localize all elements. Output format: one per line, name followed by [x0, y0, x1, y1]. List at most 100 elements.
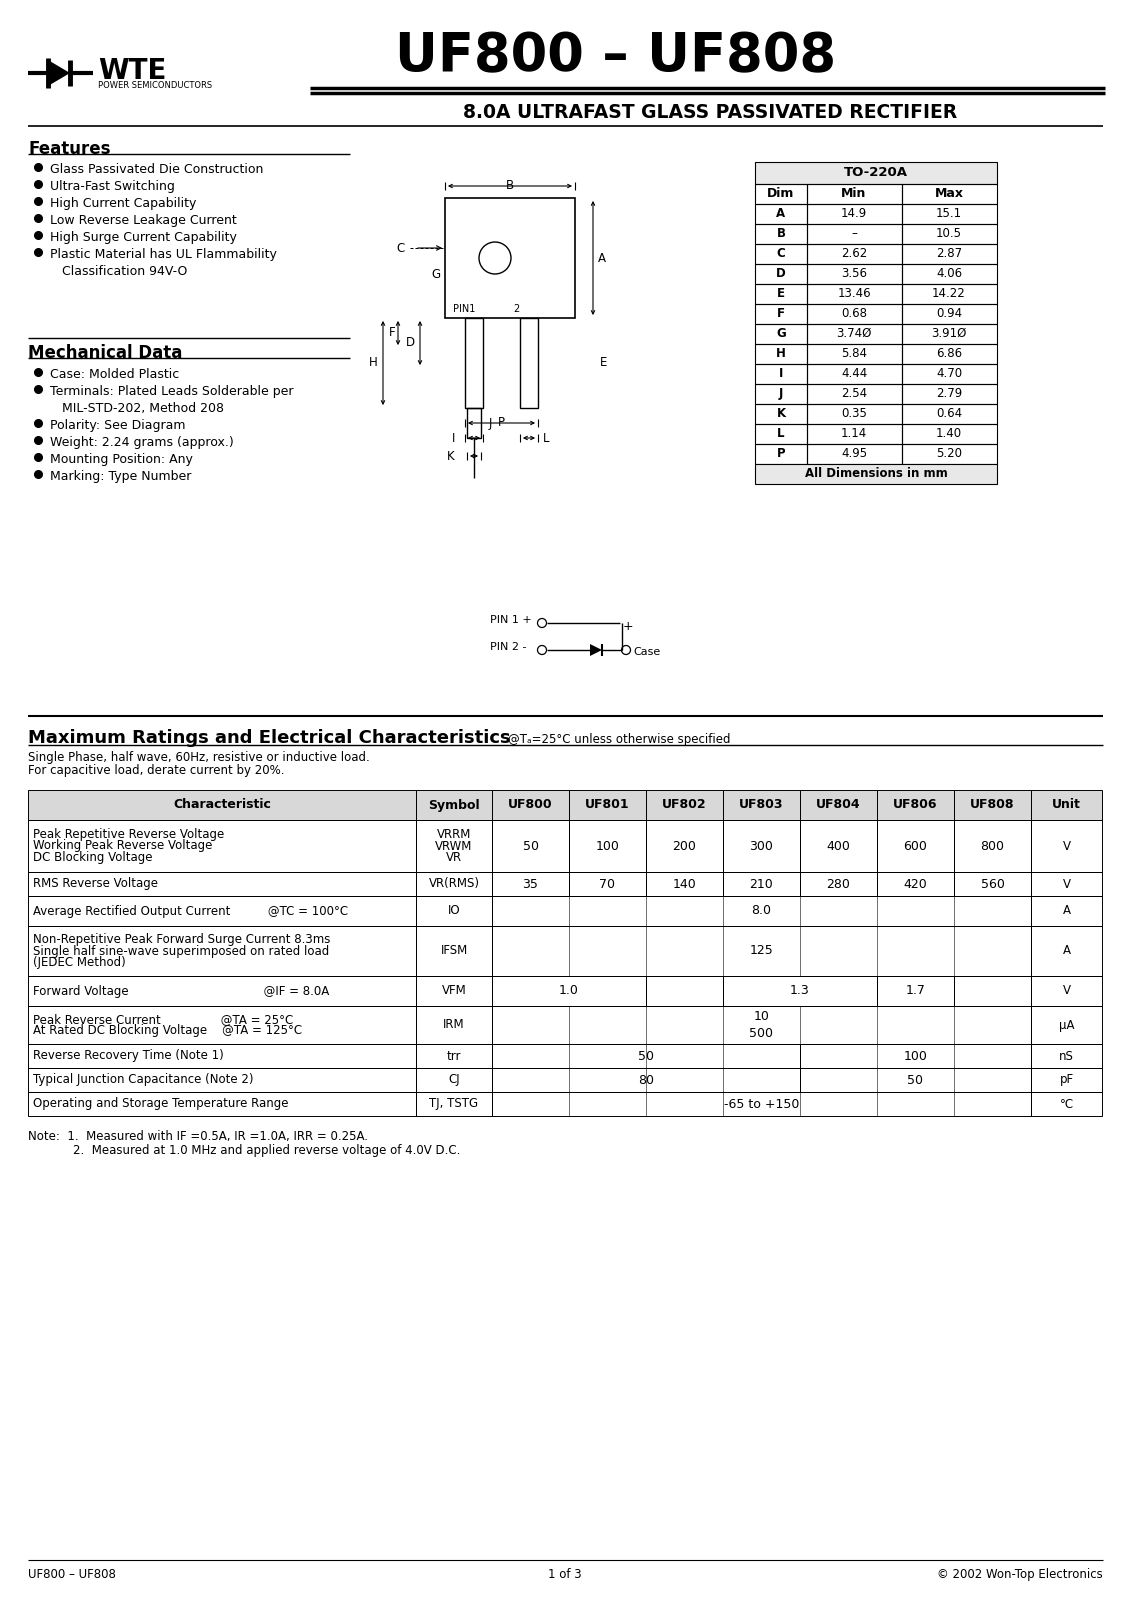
Text: 13.46: 13.46 — [837, 286, 871, 301]
Bar — [808, 323, 903, 344]
Text: Typical Junction Capacitance (Note 2): Typical Junction Capacitance (Note 2) — [33, 1074, 253, 1086]
Text: 50: 50 — [638, 1050, 654, 1062]
Text: V: V — [1062, 840, 1071, 853]
Text: Average Rectified Output Current          @TC = 100°C: Average Rectified Output Current @TC = 1… — [33, 904, 348, 917]
Text: B: B — [506, 179, 515, 192]
Text: 500: 500 — [750, 1027, 774, 1040]
Text: F: F — [388, 326, 395, 339]
Bar — [492, 790, 569, 819]
Text: 1.40: 1.40 — [936, 427, 962, 440]
Bar — [416, 896, 492, 926]
Bar — [903, 403, 998, 424]
Text: Non-Repetitive Peak Forward Surge Current 8.3ms: Non-Repetitive Peak Forward Surge Curren… — [33, 933, 330, 946]
Text: Single Phase, half wave, 60Hz, resistive or inductive load.: Single Phase, half wave, 60Hz, resistive… — [28, 750, 370, 765]
Text: 35: 35 — [523, 877, 538, 891]
Bar — [877, 872, 955, 896]
Text: UF806: UF806 — [893, 798, 938, 811]
Text: J: J — [489, 416, 492, 429]
Bar — [808, 365, 903, 384]
Text: Unit: Unit — [1052, 798, 1081, 811]
Text: H: H — [369, 357, 378, 370]
Text: 125: 125 — [750, 944, 774, 957]
Text: G: G — [776, 326, 786, 341]
Text: L: L — [543, 432, 550, 445]
Bar — [416, 790, 492, 819]
Bar — [756, 285, 808, 304]
Bar — [903, 344, 998, 365]
Bar — [756, 323, 808, 344]
Text: Characteristic: Characteristic — [173, 798, 271, 811]
Text: CJ: CJ — [448, 1074, 460, 1086]
Text: C: C — [397, 243, 405, 256]
Bar — [903, 424, 998, 443]
Text: V: V — [1062, 877, 1071, 891]
Bar — [1031, 1043, 1102, 1069]
Bar — [756, 365, 808, 384]
Text: Case: Molded Plastic: Case: Molded Plastic — [50, 368, 179, 381]
Text: UF800 – UF808: UF800 – UF808 — [395, 30, 836, 82]
Bar — [444, 198, 575, 318]
Text: IRM: IRM — [443, 1019, 465, 1032]
Bar — [416, 1043, 492, 1069]
Text: 600: 600 — [904, 840, 927, 853]
Text: Polarity: See Diagram: Polarity: See Diagram — [50, 419, 185, 432]
Bar — [723, 790, 800, 819]
Text: IO: IO — [448, 904, 460, 917]
Text: Mechanical Data: Mechanical Data — [28, 344, 182, 362]
Bar — [903, 443, 998, 464]
Text: D: D — [776, 267, 786, 280]
Bar — [1031, 1006, 1102, 1043]
Bar — [808, 243, 903, 264]
Bar — [808, 184, 903, 203]
Text: A: A — [1062, 904, 1071, 917]
Bar — [646, 819, 723, 872]
Text: 50: 50 — [907, 1074, 924, 1086]
Text: nS: nS — [1059, 1050, 1074, 1062]
Text: High Surge Current Capability: High Surge Current Capability — [50, 230, 236, 243]
Text: 10: 10 — [753, 1010, 769, 1022]
Bar — [492, 819, 569, 872]
Text: +: + — [623, 619, 633, 634]
Text: K: K — [777, 406, 786, 419]
Text: pF: pF — [1060, 1074, 1073, 1086]
Bar — [756, 162, 998, 184]
Text: Symbol: Symbol — [429, 798, 480, 811]
Bar — [756, 304, 808, 323]
Bar — [955, 976, 1031, 1006]
Text: 4.44: 4.44 — [840, 366, 867, 379]
Text: –: – — [851, 227, 857, 240]
Bar — [28, 1069, 416, 1091]
Bar — [723, 819, 800, 872]
Text: UF801: UF801 — [585, 798, 630, 811]
Bar — [955, 819, 1031, 872]
Text: H: H — [776, 347, 786, 360]
Bar — [28, 1006, 416, 1043]
Text: 800: 800 — [981, 840, 1004, 853]
Bar — [800, 872, 877, 896]
Text: 3.91Ø: 3.91Ø — [931, 326, 967, 341]
Bar — [808, 203, 903, 224]
Text: 100: 100 — [904, 1050, 927, 1062]
Bar — [28, 926, 416, 976]
Text: 300: 300 — [750, 840, 774, 853]
Bar — [569, 819, 646, 872]
Text: 2.  Measured at 1.0 MHz and applied reverse voltage of 4.0V D.C.: 2. Measured at 1.0 MHz and applied rever… — [28, 1144, 460, 1157]
Text: Peak Repetitive Reverse Voltage: Peak Repetitive Reverse Voltage — [33, 829, 224, 842]
Bar — [416, 976, 492, 1006]
Bar — [903, 365, 998, 384]
Text: All Dimensions in mm: All Dimensions in mm — [804, 467, 948, 480]
Text: 4.06: 4.06 — [936, 267, 962, 280]
Bar — [877, 790, 955, 819]
Bar — [756, 443, 808, 464]
Text: Ultra-Fast Switching: Ultra-Fast Switching — [50, 179, 175, 194]
Text: MIL-STD-202, Method 208: MIL-STD-202, Method 208 — [50, 402, 224, 414]
Text: 5.84: 5.84 — [841, 347, 867, 360]
Bar — [416, 1091, 492, 1117]
Text: WTE: WTE — [98, 58, 166, 85]
Text: Operating and Storage Temperature Range: Operating and Storage Temperature Range — [33, 1098, 288, 1110]
Bar — [808, 285, 903, 304]
Text: TO-220A: TO-220A — [844, 166, 908, 179]
Text: 1.7: 1.7 — [906, 984, 925, 997]
Bar — [1031, 872, 1102, 896]
Bar — [416, 1069, 492, 1091]
